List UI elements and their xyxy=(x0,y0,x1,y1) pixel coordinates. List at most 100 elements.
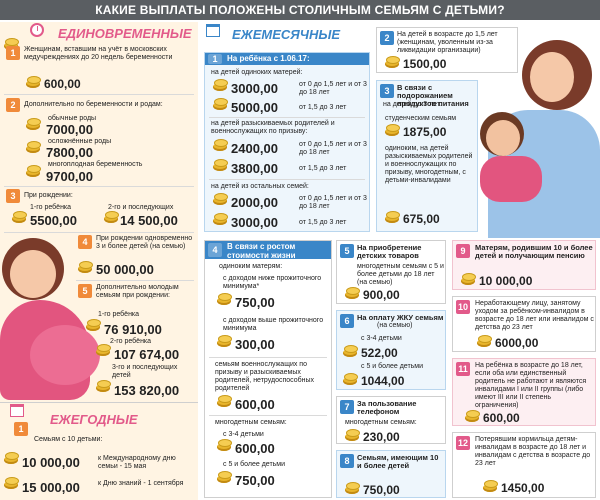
amount: 675,00 xyxy=(403,212,440,226)
item-number: 10 xyxy=(456,300,470,314)
coin-stack-icon xyxy=(26,76,41,88)
illustration-child-dress xyxy=(480,156,542,202)
coin-stack-icon xyxy=(217,293,232,305)
row-label: с 5 и более детьми xyxy=(361,363,424,370)
coin-stack-icon xyxy=(385,56,400,68)
divider xyxy=(4,232,194,233)
amount: 2400,00 xyxy=(231,141,278,156)
coin-stack-icon xyxy=(461,273,476,285)
coin-stack-icon xyxy=(213,193,228,205)
amount: 10 000,00 xyxy=(22,455,80,470)
amount: 750,00 xyxy=(235,473,275,488)
monthly-item-3: 3 В связи с подорожанием продуктов питан… xyxy=(376,80,478,232)
item-text: На детей в возрасте до 1,5 лет (женщинам… xyxy=(397,31,498,54)
coin-stack-icon xyxy=(345,287,360,299)
coin-stack-icon xyxy=(78,261,93,273)
coin-stack-icon xyxy=(213,139,228,151)
illustration-mother-face xyxy=(530,52,574,102)
amount: 5000,00 xyxy=(231,100,278,115)
box-title: За пользование телефоном xyxy=(357,399,417,416)
divider xyxy=(4,94,194,95)
amount: 1500,00 xyxy=(403,57,447,71)
item-number: 2 xyxy=(380,31,394,45)
row-label: семьям военнослужащих по призыву и разыс… xyxy=(215,361,315,392)
monthly-item-1: 1 На ребёнка с 1.06.17: на детей одиноки… xyxy=(204,52,370,232)
item-text: Дополнительно молодым семьям при рождени… xyxy=(96,284,179,299)
row-label: от 1,5 до 3 лет xyxy=(299,165,347,172)
monthly-item-12: 12 Потерявшим кормильца детям-инвалидам … xyxy=(452,432,596,498)
coin-stack-icon xyxy=(213,98,228,110)
row-label: к Дню знаний - 1 сентября xyxy=(98,480,184,487)
box-title: Семьям, имеющим 10 и более детей xyxy=(357,453,439,470)
row-label: студенческим семьям xyxy=(385,115,457,122)
clock-icon xyxy=(30,23,44,37)
box-header: 1 На ребёнка с 1.06.17: xyxy=(205,53,369,65)
coin-stack-icon xyxy=(213,213,228,225)
coin-stack-icon xyxy=(217,439,232,451)
item-text: Женщинам, вставшим на учёт в московских … xyxy=(24,46,173,61)
row-label: с 3-4 детьми xyxy=(361,335,402,342)
coin-stack-icon xyxy=(26,118,41,130)
amount: 5500,00 xyxy=(30,213,77,228)
divider xyxy=(209,357,327,358)
amount: 3000,00 xyxy=(231,81,278,96)
box-title: На оплату ЖКУ семьям xyxy=(357,313,444,322)
coin-stack-icon xyxy=(477,335,492,347)
divider xyxy=(209,179,365,180)
amount: 522,00 xyxy=(361,346,398,360)
coin-stack-icon xyxy=(217,471,232,483)
item-text: При рождении одновременно 3 и более дете… xyxy=(96,235,193,250)
row-label: к Международному дню семьи - 15 мая xyxy=(98,455,176,470)
item-number: 6 xyxy=(340,314,354,328)
amount: 230,00 xyxy=(363,430,400,444)
box-title: На приобретение детских товаров xyxy=(357,243,422,260)
amount: 3000,00 xyxy=(231,215,278,230)
row-label: одиноким, на детей разыскиваемых родител… xyxy=(385,145,473,184)
item-text: Потерявшим кормильца детям-инвалидам в в… xyxy=(475,436,591,467)
amount: 600,00 xyxy=(235,397,275,412)
illustration-face xyxy=(10,250,56,298)
calendar-icon xyxy=(206,24,220,37)
amount: 1875,00 xyxy=(403,125,447,139)
row-label: многодетным семьям: xyxy=(215,419,287,426)
page-title: КАКИЕ ВЫПЛАТЫ ПОЛОЖЕНЫ СТОЛИЧНЫМ СЕМЬЯМ … xyxy=(0,0,600,20)
amount: 9700,00 xyxy=(46,169,93,184)
amount: 76 910,00 xyxy=(104,322,162,337)
item-number: 3 xyxy=(6,189,20,203)
box-title: В связи с ростом стоимости жизни xyxy=(227,242,296,260)
item-text: Неработающему лицу, занятому уходом за р… xyxy=(475,300,594,331)
row-label: обычные роды xyxy=(48,115,97,122)
monthly-item-10: 10 Неработающему лицу, занятому уходом з… xyxy=(452,296,596,352)
amount: 7800,00 xyxy=(46,145,93,160)
item-number: 4 xyxy=(208,243,222,257)
item-number: 4 xyxy=(78,235,92,249)
section-title-monthly: ЕЖЕМЕСЯЧНЫЕ xyxy=(232,27,341,42)
amount: 600,00 xyxy=(483,411,520,425)
coin-stack-icon xyxy=(343,373,358,385)
row-label: 1-го ребёнка xyxy=(30,204,72,211)
amount: 14 500,00 xyxy=(120,213,178,228)
item-number: 1 xyxy=(14,422,28,436)
amount: 153 820,00 xyxy=(114,383,180,398)
amount: 10 000,00 xyxy=(479,274,533,288)
row-label: от 1,5 до 3 лет xyxy=(299,104,347,111)
item-number: 9 xyxy=(456,244,470,258)
amount: 600,00 xyxy=(235,441,275,456)
coin-stack-icon xyxy=(4,477,19,489)
amount: 900,00 xyxy=(363,288,400,302)
coin-stack-icon xyxy=(96,380,111,392)
coin-stack-icon xyxy=(26,165,41,177)
item-number: 11 xyxy=(456,362,470,376)
coin-stack-icon xyxy=(96,344,111,356)
amount: 300,00 xyxy=(235,337,275,352)
coin-stack-icon xyxy=(104,211,119,223)
amount: 2000,00 xyxy=(231,195,278,210)
group-title: на детей одиноких матерей: xyxy=(211,69,303,76)
coin-stack-icon xyxy=(345,482,360,494)
item-number: 3 xyxy=(380,84,394,98)
monthly-item-9: 9 Матерям, родившим 10 и более детей и п… xyxy=(452,240,596,290)
amount: 107 674,00 xyxy=(114,347,180,362)
divider xyxy=(76,280,194,281)
item-text: многодетным семьям: xyxy=(345,419,417,426)
item-number: 12 xyxy=(456,436,470,450)
